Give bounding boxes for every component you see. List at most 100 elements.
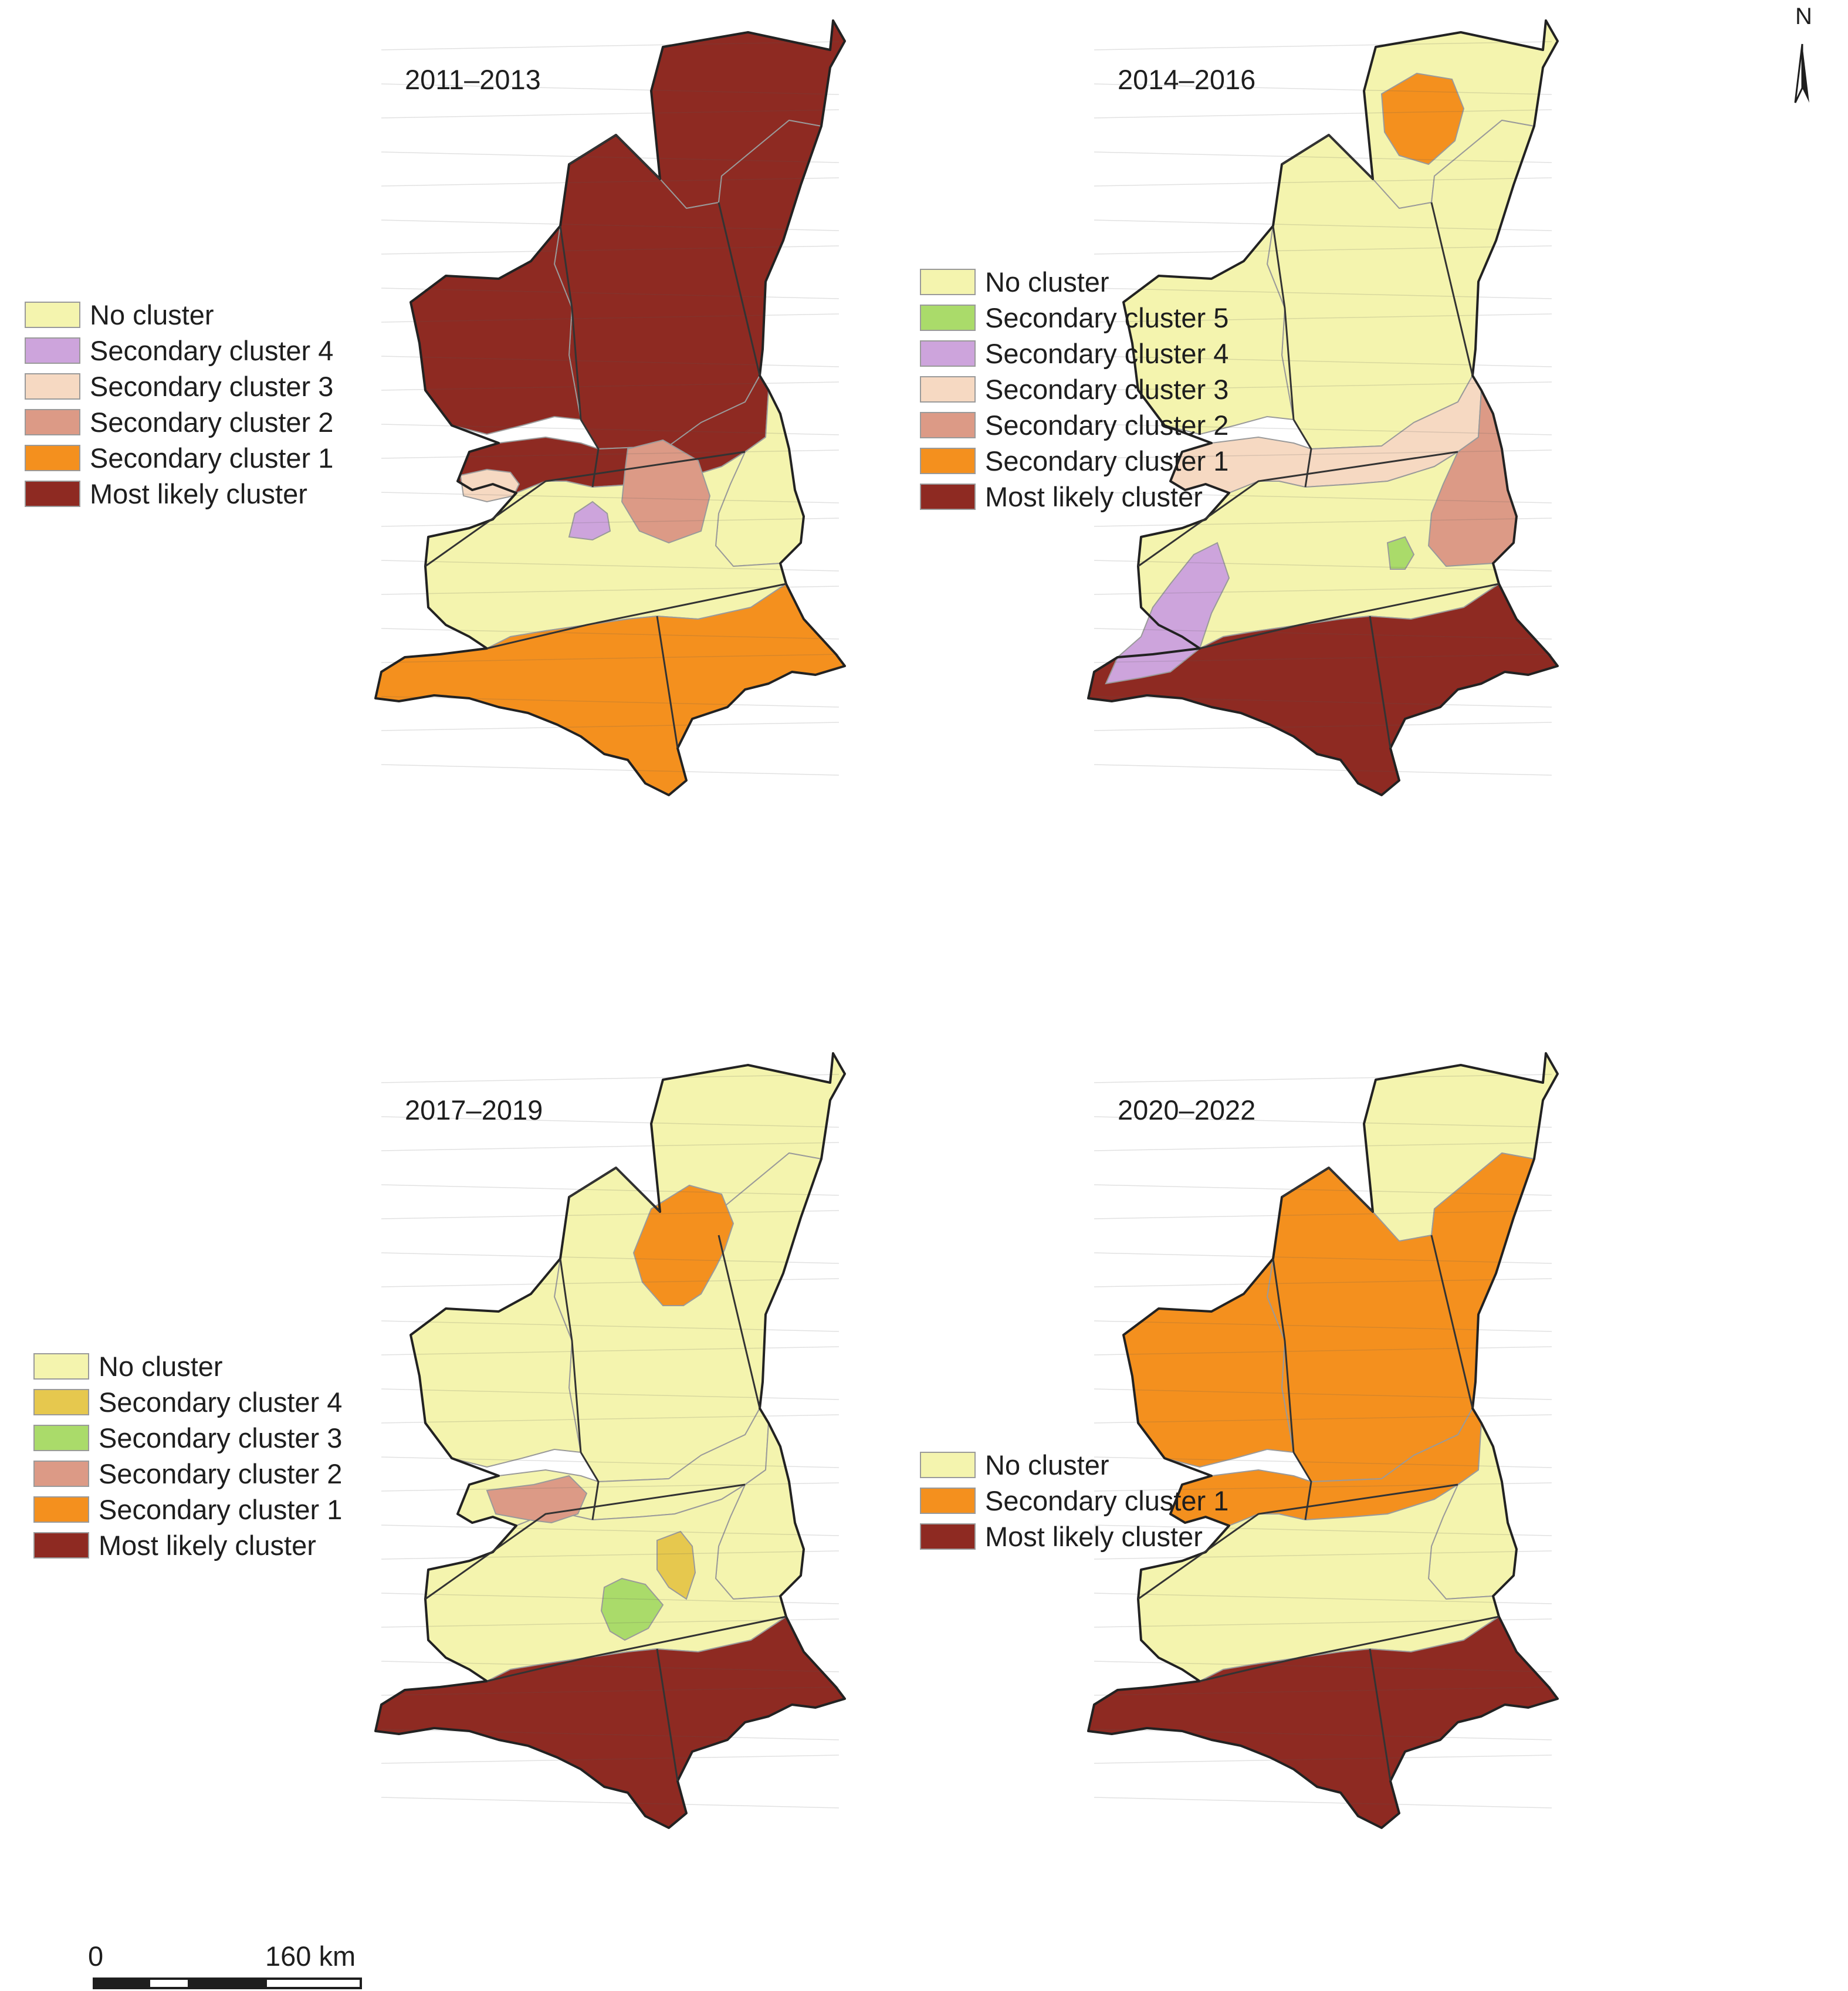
legend-item: Secondary cluster 2 [25, 404, 333, 440]
legend-item: No cluster [920, 1447, 1228, 1483]
legend-label: Secondary cluster 3 [985, 374, 1229, 405]
legend-label: No cluster [985, 1449, 1109, 1480]
city-boundary [1272, 225, 1295, 420]
legend: No cluster Secondary cluster 4 Secondary… [33, 1348, 342, 1563]
cluster-patch-secondary-1 [1380, 72, 1465, 165]
legend-item: No cluster [33, 1348, 342, 1384]
county-boundary [1094, 1210, 1552, 1219]
county-boundary [1094, 219, 1552, 231]
map-panels [374, 19, 1559, 1829]
county-boundary [381, 1142, 840, 1151]
cluster-patch-secondary-3 [600, 1577, 664, 1641]
legend-label: Secondary cluster 2 [985, 410, 1229, 441]
legend-swatch [920, 340, 976, 367]
county-boundary [381, 1550, 840, 1560]
legend-label: Secondary cluster 1 [99, 1494, 343, 1525]
city-boundary [656, 1648, 679, 1782]
county-boundary [381, 1686, 840, 1696]
city-boundary [568, 134, 661, 180]
legend-swatch [920, 412, 976, 438]
county-boundary [381, 1074, 840, 1083]
legend-item: Most likely cluster [25, 476, 333, 512]
county-boundary [381, 356, 840, 367]
legend-item: Secondary cluster 2 [33, 1456, 342, 1492]
county-boundary [1094, 1388, 1552, 1400]
north-arrow-icon [1794, 43, 1809, 103]
county-boundary [381, 1210, 840, 1219]
legend-item: Most likely cluster [920, 479, 1228, 515]
county-boundary [381, 722, 840, 731]
city-boundary [1369, 1648, 1392, 1782]
city-boundary [559, 1258, 582, 1453]
map-panel [374, 19, 846, 796]
county-boundary [1094, 492, 1552, 503]
legend-swatch [920, 484, 976, 510]
county-boundary [1094, 1755, 1552, 1764]
county-boundary [1094, 1414, 1552, 1424]
city-boundary [486, 1615, 787, 1682]
city-boundary [425, 1483, 746, 1600]
county-boundary [1094, 1142, 1552, 1151]
county-boundary [381, 109, 840, 119]
panel-title: 2017–2019 [405, 1094, 543, 1125]
legend-swatch [920, 269, 976, 295]
county-boundary [381, 313, 840, 323]
legend-swatch [25, 373, 80, 400]
legend-label: Secondary cluster 1 [985, 1485, 1229, 1516]
legend-item: Secondary cluster 3 [920, 371, 1228, 407]
legend-swatch [33, 1496, 89, 1523]
city-boundary [1369, 616, 1392, 749]
legend-swatch [25, 337, 80, 364]
legend-label: No cluster [90, 299, 214, 330]
legend-item: Secondary cluster 1 [920, 443, 1228, 479]
county-boundary [381, 1456, 840, 1468]
county-boundary [381, 449, 840, 459]
county-boundary [1094, 1524, 1552, 1536]
city-boundary [1430, 1235, 1474, 1409]
city-boundary [717, 202, 761, 376]
county-boundary [1094, 109, 1552, 119]
legend-swatch [33, 1532, 89, 1559]
city-boundary [1272, 1258, 1295, 1453]
county-boundary [381, 1482, 840, 1492]
legend-swatch [25, 409, 80, 435]
panel-title: 2020–2022 [1118, 1094, 1256, 1125]
legend-swatch [920, 1452, 976, 1478]
county-boundary [381, 177, 840, 187]
county-boundary [381, 424, 840, 435]
county-boundary [1094, 1593, 1552, 1604]
legend-swatch [25, 481, 80, 507]
county-boundary [1094, 381, 1552, 391]
county-boundary [1094, 1346, 1552, 1355]
scale-bar-segment [188, 1979, 267, 1988]
city-boundary [559, 225, 582, 420]
county-boundary [381, 1252, 840, 1264]
legend-item: No cluster [920, 264, 1228, 300]
legend-label: Most likely cluster [90, 478, 307, 509]
county-boundary [1094, 1074, 1552, 1083]
county-boundary [381, 381, 840, 391]
city-boundary [717, 1235, 761, 1409]
county-boundary [1094, 288, 1552, 299]
county-boundary [1094, 83, 1552, 95]
county-boundary [381, 518, 840, 527]
county-boundary [1094, 1456, 1552, 1468]
legend-label: No cluster [99, 1351, 223, 1382]
legend-item: No cluster [25, 297, 333, 333]
city-boundary [568, 1167, 661, 1213]
legend-swatch [33, 1461, 89, 1487]
legend-item: Secondary cluster 4 [25, 333, 333, 369]
county-boundary [381, 1414, 840, 1424]
legend-item: Most likely cluster [920, 1519, 1228, 1554]
legend-label: Most likely cluster [985, 481, 1203, 512]
legend-label: Secondary cluster 4 [90, 335, 334, 366]
county-boundary [381, 1184, 840, 1196]
county-boundary [381, 1524, 840, 1536]
county-boundary [381, 1116, 840, 1128]
legend-swatch [920, 305, 976, 331]
legend-label: Secondary cluster 3 [90, 371, 334, 402]
legend-label: Secondary cluster 4 [99, 1387, 343, 1418]
county-boundary [1094, 654, 1552, 663]
county-boundary [381, 219, 840, 231]
legend: No cluster Secondary cluster 1 Most like… [920, 1447, 1228, 1554]
